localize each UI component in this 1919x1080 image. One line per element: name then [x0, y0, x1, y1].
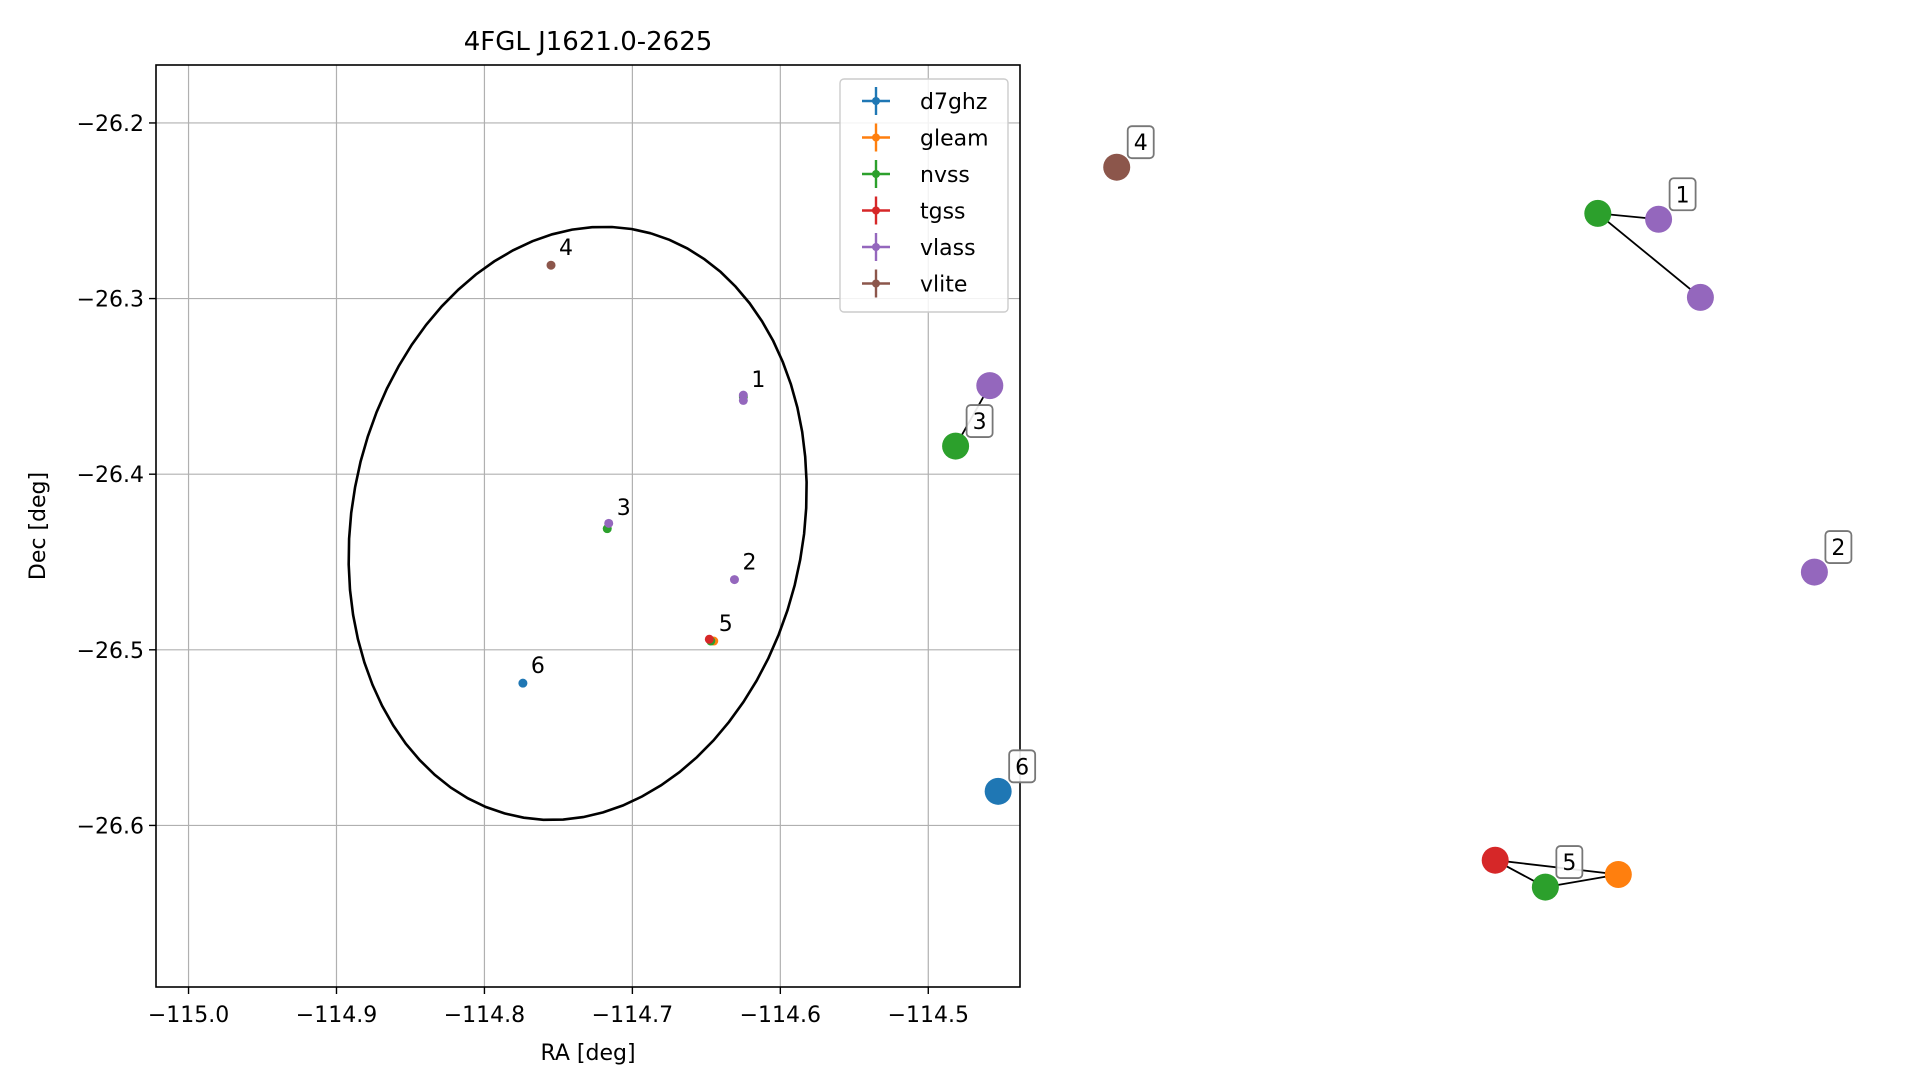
- point-annotation: 4: [559, 236, 573, 261]
- x-tick-label: −114.8: [444, 1003, 525, 1028]
- y-tick-label: −26.4: [77, 463, 144, 488]
- x-tick-label: −115.0: [148, 1003, 229, 1028]
- y-tick-label: −26.6: [77, 814, 144, 839]
- x-tick-label: −114.6: [740, 1003, 821, 1028]
- point-annotation: 6: [531, 654, 545, 679]
- legend: d7ghz gleam nvss tgss vlass vlite: [839, 78, 1009, 313]
- y-axis-label: Dec [deg]: [26, 472, 51, 580]
- y-tick-label: −26.3: [77, 288, 144, 313]
- network-label-box: [1008, 749, 1037, 784]
- legend-dot-d7ghz: [872, 97, 880, 105]
- legend-entry-vlite: vlite: [920, 273, 967, 298]
- point-annotation: 1: [751, 368, 765, 393]
- network-label: 4: [1134, 131, 1148, 156]
- uncertainty-ellipse: [347, 225, 808, 822]
- x-tick-label: −114.9: [296, 1003, 377, 1028]
- network-label: 5: [1562, 851, 1576, 876]
- legend-dot-gleam: [872, 133, 880, 142]
- x-axis-label: RA [deg]: [540, 1041, 635, 1066]
- point-vlass: [738, 395, 748, 405]
- point-annotation: 2: [742, 551, 756, 576]
- network-label-box: [1126, 125, 1155, 160]
- network-label-box: [1555, 845, 1584, 879]
- network-label-box: [965, 404, 994, 438]
- uncertainty-ellipse-layer: [347, 225, 808, 822]
- y-tick-label: −26.5: [77, 639, 144, 664]
- network-node-gleam: [1604, 860, 1632, 888]
- network-node-vlass: [1800, 558, 1828, 586]
- network-node-vlass: [1645, 205, 1673, 233]
- network-nodes: [942, 153, 1828, 901]
- plot-frame: [155, 64, 1021, 988]
- points-layer: [518, 260, 748, 688]
- network-label: 2: [1831, 536, 1845, 561]
- point-vlite: [546, 260, 556, 270]
- legend-dot-vlite: [872, 279, 880, 288]
- point-annotation: 5: [719, 612, 733, 637]
- point-vlass: [729, 575, 739, 585]
- x-ticks: −115.0 −114.9 −114.8 −114.7 −114.6 −114.5: [148, 987, 969, 1028]
- legend-entry-tgss: tgss: [920, 200, 966, 225]
- network-node-vlass: [976, 372, 1004, 400]
- legend-entry-gleam: gleam: [920, 127, 989, 152]
- legend-entry-d7ghz: d7ghz: [920, 90, 987, 115]
- network-node-nvss: [1531, 873, 1559, 901]
- network-node-d7ghz: [984, 777, 1012, 805]
- network-node-nvss: [942, 432, 970, 460]
- network-label-box: [1824, 530, 1853, 564]
- network-label: 6: [1015, 755, 1029, 780]
- right-network: 1 2 3 4 5 6: [942, 125, 1853, 901]
- legend-entry-vlass: vlass: [920, 236, 976, 261]
- y-ticks: −26.2 −26.3 −26.4 −26.5 −26.6: [77, 112, 156, 839]
- network-node-nvss: [1584, 199, 1612, 227]
- network-label: 3: [973, 410, 987, 435]
- chart-title: 4FGL J1621.0-2625: [464, 27, 713, 57]
- network-edges: [954, 212, 1701, 888]
- legend-entry-nvss: nvss: [920, 163, 970, 188]
- y-tick-label: −26.2: [77, 112, 144, 137]
- network-node-vlass: [1686, 283, 1714, 311]
- x-tick-label: −114.7: [592, 1003, 673, 1028]
- annotation-layer: 1 2 3 4 5 6: [531, 236, 765, 679]
- point-d7ghz: [518, 678, 528, 688]
- network-label: 1: [1676, 183, 1690, 208]
- network-node-vlite: [1103, 153, 1131, 181]
- network-edge: [1597, 212, 1701, 299]
- legend-dot-nvss: [872, 170, 880, 178]
- legend-dot-tgss: [872, 206, 880, 215]
- point-tgss: [704, 634, 714, 644]
- network-node-tgss: [1481, 846, 1509, 874]
- x-tick-label: −114.5: [888, 1003, 969, 1028]
- point-annotation: 3: [617, 496, 631, 521]
- network-labels: 1 2 3 4 5 6: [965, 125, 1853, 879]
- point-vlass: [604, 518, 614, 528]
- network-label-box: [1668, 177, 1697, 212]
- legend-dot-vlass: [872, 243, 880, 251]
